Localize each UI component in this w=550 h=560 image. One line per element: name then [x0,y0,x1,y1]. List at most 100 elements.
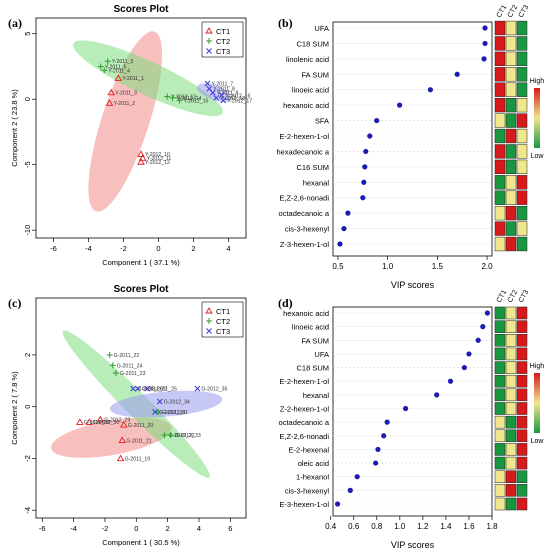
vip2-vip-dot [375,446,381,453]
vip1-heat-cell [494,51,506,67]
scores1-y-tick-label: -5 [23,161,32,168]
scores1-point-label: Y-2011_5 [112,59,134,65]
scores1-point-ct2 [104,58,111,65]
vip2-vip-dot [466,351,472,357]
vip1-heat-cell [516,205,528,221]
scores2-x-tick-label: 2 [166,524,170,533]
panel-label-c: (c) [8,296,22,310]
scores1-x-tick-label: 4 [226,244,230,253]
vip2-heat-cell [516,347,528,361]
vip2-vip-dot [381,433,387,439]
vip2-feature-label: UFA [314,350,329,359]
vip1-feature-label: octadecanoic a [279,209,330,218]
vip1-heat-cell [516,97,528,113]
vip1-heat-cell [516,236,528,252]
vip2-color-scale-bar [534,373,540,433]
scores1-point-label: Y-2011_4 [108,68,130,74]
vip1-vip-dot [481,56,487,62]
scores2-legend-label-ct2: CT2 [216,317,230,326]
vip1-vip-dot [341,225,347,232]
scores1-point-label: Y-2012_10 [145,152,170,158]
vip1-heat-cell [494,159,506,175]
vip2-vip-dot [475,337,481,343]
vip2-feature-label: E-2-hexenal [289,445,330,454]
scores2-y-axis-label: Component 2 ( 7.8 %) [10,371,19,445]
scores2-point-label: G-2011_24 [117,363,143,369]
vip1-color-scale-high: High [530,78,545,85]
vip2-heat-cell [505,361,517,374]
vip2-heat-cell [505,388,517,402]
vip1-heat-cell [516,221,528,236]
scores2-y-tick-label: -4 [23,507,32,514]
vip2-vip-dot [402,405,409,412]
vip2-feature-label: hexanoic acid [283,309,329,318]
scores1-point-ct2 [176,97,183,104]
vip1-heat-column-label: CT1 [496,4,509,19]
scores2-confidence-ellipse-3 [109,390,223,418]
scores2-point-ct1 [76,418,84,425]
vip1-heat-cell [505,51,517,67]
scores2-legend-marker-ct2 [206,318,212,324]
vip1-heat-cell [505,128,517,144]
scores1-legend-label-ct3: CT3 [216,47,230,56]
vip1-vip-dot [362,164,368,170]
scores2-plot-frame [35,297,247,519]
scores1-point-label: Y-2012_18 [220,96,245,102]
scores2-y-tick-label: -2 [23,455,32,462]
vip1-x-tick-label: 2.0 [481,262,493,271]
vip1-heat-cell [516,51,528,67]
scores2-point-ct2 [109,362,116,369]
vip2-heat-cell [516,374,528,388]
vip1-heat-cell [494,221,506,236]
scores1-point-label: Y-2012_17 [227,99,252,105]
scores2-x-tick-label: 6 [228,524,232,533]
vip1-heat-cell [516,113,528,128]
scores2-point-label: G-2011_25 [151,387,177,393]
vip1-feature-label: hexanoic acid [283,101,329,110]
scores2-point-ct1 [96,415,105,423]
panel-label-b: (b) [278,16,293,30]
scores1-y-tick-label: 0 [23,97,32,101]
scores2-point-label: G-2011_21 [126,438,152,444]
scores2-point-ct3 [152,409,158,415]
scores2-x-tick-label: 0 [134,524,138,533]
vip1-feature-label: cis-3-hexenyl [285,225,330,234]
scores2-point-ct3 [144,385,151,392]
scores2-point-label: G-2012_28 [84,420,110,426]
scores2-point-ct2 [161,432,168,439]
vip1-feature-label: C18 SUM [296,39,329,48]
vip1-vip-dot [396,102,403,108]
scores2-legend-label-ct1: CT1 [216,307,230,316]
scores1-point-label: Y-2011_6 [105,64,127,70]
vip2-vip-dot [373,460,379,466]
scores1-point-ct1 [137,158,145,165]
scores2-x-tick-label: 4 [197,524,201,533]
panel-label-d: (d) [278,296,293,310]
scores1-legend-marker-ct3 [206,48,212,54]
scores2-y-tick-label: 0 [23,405,32,409]
scores2-point-ct3 [194,385,201,392]
vip1-x-tick-label: 1.5 [432,262,444,271]
vip2-vip-dot [434,392,440,398]
vip1-color-scale-bar [534,88,540,148]
vip2-heat-cell [516,470,528,483]
vip2-x-tick-label: 1.2 [417,522,429,531]
vip2-heat-cell [505,320,517,333]
vip2-feature-label: E-2-hexen-1-ol [279,377,329,386]
vip2-heat-cell [494,456,506,470]
vip2-vip-dot [335,501,341,507]
vip1-heat-cell [505,236,517,252]
scores1-point-label: Y-2011_8 [213,87,235,93]
vip2-heat-cell [494,361,506,374]
scores2-y-tick-label: 2 [23,353,32,357]
panel-label-a: (a) [8,16,22,30]
vip2-x-tick-label: 0.6 [348,522,360,531]
scores2-legend-marker-ct1 [205,307,213,314]
vip1-heat-cell [494,113,506,128]
vip1-vip-dot [345,210,351,216]
scores1-point-ct2 [169,94,176,101]
scores2-point-label: G-2012_29 [104,418,130,424]
vip1-heat-column-label: CT2 [507,4,520,19]
vip1-feature-label: E,Z-2,6-nonadi [279,194,329,203]
scores1-point-label: Y-2012_11 [147,156,172,162]
